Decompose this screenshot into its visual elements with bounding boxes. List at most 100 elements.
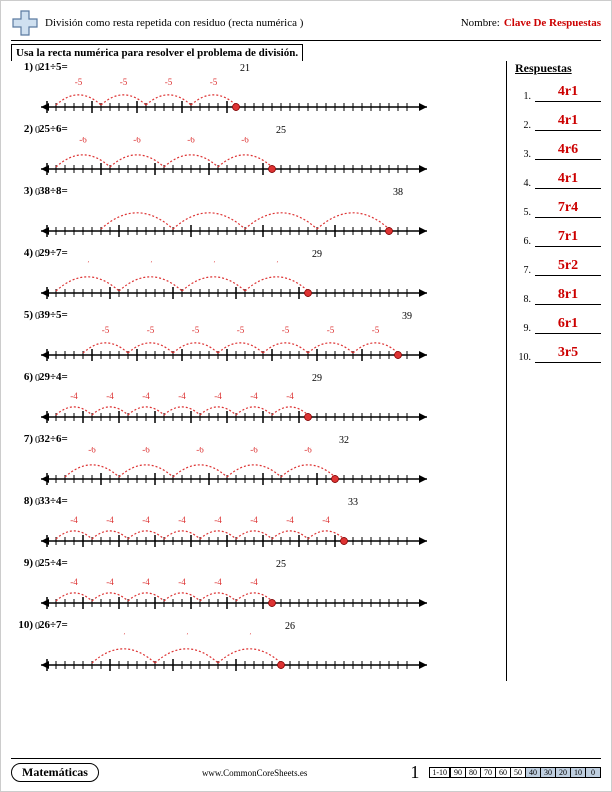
answer-row: 10.3r5 xyxy=(515,345,601,363)
score-box: 20 xyxy=(555,767,571,778)
svg-text:-7: -7 xyxy=(246,633,254,637)
answer-row: 1.4r1 xyxy=(515,84,601,102)
problem-equation: 33÷4= xyxy=(39,495,68,507)
score-strip: 1-10 9080706050403020100 xyxy=(429,767,601,778)
problem: 5)39÷5=-5-5-5-5-5-5-5039 xyxy=(11,309,500,363)
svg-text:-5: -5 xyxy=(102,325,110,335)
number-line: -5-5-5-5-5-5-5 xyxy=(39,323,429,363)
score-box: 50 xyxy=(510,767,526,778)
number-line: -6-6-6-6 xyxy=(39,137,429,177)
svg-text:-5: -5 xyxy=(165,77,173,87)
answer-number: 2. xyxy=(515,120,531,131)
svg-text:-7: -7 xyxy=(183,633,191,637)
svg-text:-5: -5 xyxy=(327,325,335,335)
answer-value: 7r4 xyxy=(535,200,601,218)
end-label: 39 xyxy=(402,311,412,322)
score-box: 0 xyxy=(585,767,601,778)
svg-text:-6: -6 xyxy=(133,137,141,145)
zero-label: 0 xyxy=(35,311,40,322)
score-box: 70 xyxy=(480,767,496,778)
svg-text:-5: -5 xyxy=(120,77,128,87)
instruction: Usa la recta numérica para resolver el p… xyxy=(11,44,303,61)
svg-text:-5: -5 xyxy=(372,325,380,335)
problem: 1)21÷5=-5-5-5-5021 xyxy=(11,61,500,115)
problem-equation: 25÷4= xyxy=(39,557,68,569)
site-url: www.CommonCoreSheets.es xyxy=(99,768,410,778)
score-box: 80 xyxy=(465,767,481,778)
number-line: -7-7-7 xyxy=(39,633,429,673)
problem: 10)26÷7=-7-7-7026 xyxy=(11,619,500,673)
subject-badge: Matemáticas xyxy=(11,763,99,782)
problem-number: 2) xyxy=(11,123,33,135)
answer-row: 8.8r1 xyxy=(515,287,601,305)
svg-text:-4: -4 xyxy=(322,515,330,525)
zero-label: 0 xyxy=(35,435,40,446)
svg-text:-6: -6 xyxy=(187,137,195,145)
answer-row: 6.7r1 xyxy=(515,229,601,247)
number-line: -4-4-4-4-4-4-4-4 xyxy=(39,509,429,549)
score-box: 10 xyxy=(570,767,586,778)
end-label: 32 xyxy=(339,435,349,446)
svg-text:-4: -4 xyxy=(250,515,258,525)
number-line: -7-7-7-7 xyxy=(39,261,429,301)
problem-number: 5) xyxy=(11,309,33,321)
problem-number: 6) xyxy=(11,371,33,383)
worksheet-title: División como resta repetida con residuo… xyxy=(45,17,461,29)
svg-text:-5: -5 xyxy=(75,77,83,87)
svg-text:-4: -4 xyxy=(70,577,78,587)
answers-heading: Respuestas xyxy=(515,61,601,76)
answer-value: 7r1 xyxy=(535,229,601,247)
score-box: 30 xyxy=(540,767,556,778)
zero-label: 0 xyxy=(35,559,40,570)
problem-number: 3) xyxy=(11,185,33,197)
svg-text:-4: -4 xyxy=(214,577,222,587)
answer-value: 4r1 xyxy=(535,84,601,102)
svg-text:-5: -5 xyxy=(192,325,200,335)
problem-number: 1) xyxy=(11,61,33,73)
problem-equation: 29÷7= xyxy=(39,247,68,259)
number-line: -6-6-6-6-6 xyxy=(39,447,429,487)
answer-number: 8. xyxy=(515,294,531,305)
problem-equation: 25÷6= xyxy=(39,123,68,135)
number-line: -4-4-4-4-4-4 xyxy=(39,571,429,611)
problem-equation: 39÷5= xyxy=(39,309,68,321)
svg-text:-7: -7 xyxy=(210,261,218,265)
svg-text:-4: -4 xyxy=(142,577,150,587)
answer-row: 4.4r1 xyxy=(515,171,601,189)
problem: 7) 32÷6= -6-6-6-6-60 32 xyxy=(11,433,500,487)
svg-text:-4: -4 xyxy=(178,577,186,587)
svg-text:-4: -4 xyxy=(286,515,294,525)
svg-text:-4: -4 xyxy=(214,515,222,525)
problem-equation: 32÷6= xyxy=(39,433,68,445)
problem-number: 9) xyxy=(11,557,33,569)
problem-number: 7) xyxy=(11,433,33,445)
answer-row: 2. 4r1 xyxy=(515,113,601,131)
answers-panel: Respuestas 1.4r12.4r13.4r64.4r15.7r46.7r… xyxy=(506,61,601,681)
problem-number: 8) xyxy=(11,495,33,507)
svg-text:-5: -5 xyxy=(147,325,155,335)
problem-number: 4) xyxy=(11,247,33,259)
problem-equation: 21÷5= xyxy=(39,61,68,73)
zero-label: 0 xyxy=(35,249,40,260)
svg-text:-4: -4 xyxy=(286,391,294,401)
zero-label: 0 xyxy=(35,373,40,384)
end-label: 25 xyxy=(276,125,286,136)
answer-key-label: Clave De Respuestas xyxy=(504,17,601,29)
zero-label: 0 xyxy=(35,497,40,508)
answer-value: 3r5 xyxy=(535,345,601,363)
problem-equation: 26÷7= xyxy=(39,619,68,631)
svg-text:-4: -4 xyxy=(142,515,150,525)
end-label: 38 xyxy=(393,187,403,198)
end-label: 29 xyxy=(312,373,322,384)
answer-row: 9.6r1 xyxy=(515,316,601,334)
answer-number: 5. xyxy=(515,207,531,218)
answer-value: 4r1 xyxy=(535,113,601,131)
svg-text:-6: -6 xyxy=(88,447,96,455)
answer-number: 3. xyxy=(515,149,531,160)
svg-text:-7: -7 xyxy=(273,261,281,265)
svg-text:-4: -4 xyxy=(106,577,114,587)
end-label: 29 xyxy=(312,249,322,260)
answer-number: 9. xyxy=(515,323,531,334)
header: División como resta repetida con residuo… xyxy=(11,9,601,41)
score-range-label: 1-10 xyxy=(429,767,450,778)
